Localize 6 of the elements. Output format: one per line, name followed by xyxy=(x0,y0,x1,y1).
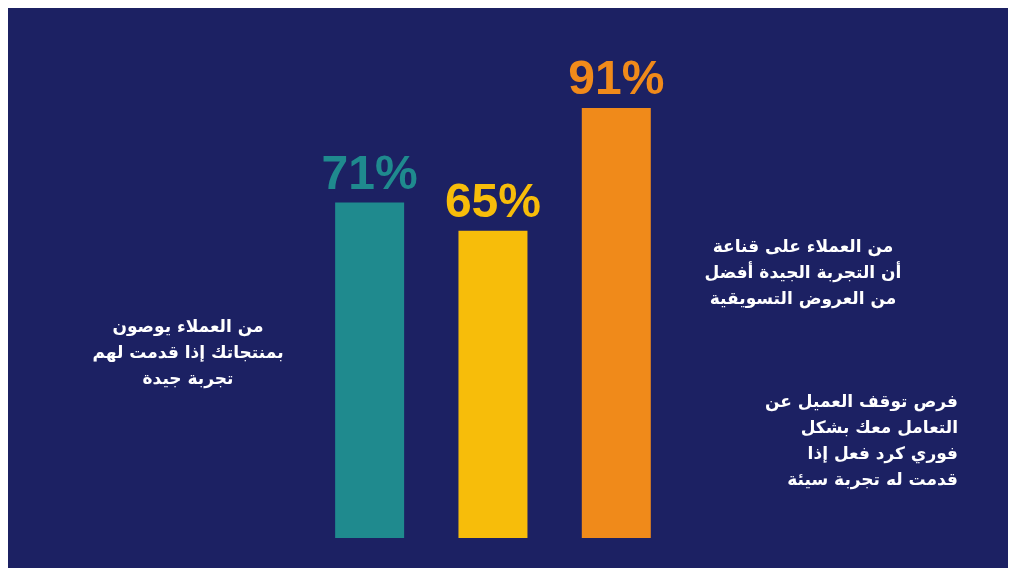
data-label: 91% xyxy=(568,51,665,104)
text: من العملاء على قناعة أن التجربة الجيدة أفضل من العروض التسويقية xyxy=(703,235,903,311)
text: من العملاء يوصون بمنتجاتك إذا قدمت لهم تجربة جيدة xyxy=(91,315,285,391)
text: فرص توقف العميل عن التعامل معك بشكل فوري كرد فعل إذا قدمت له تجربة سيئة xyxy=(764,390,958,492)
data-label: 71% xyxy=(321,145,418,199)
data-label: 65% xyxy=(444,173,542,227)
